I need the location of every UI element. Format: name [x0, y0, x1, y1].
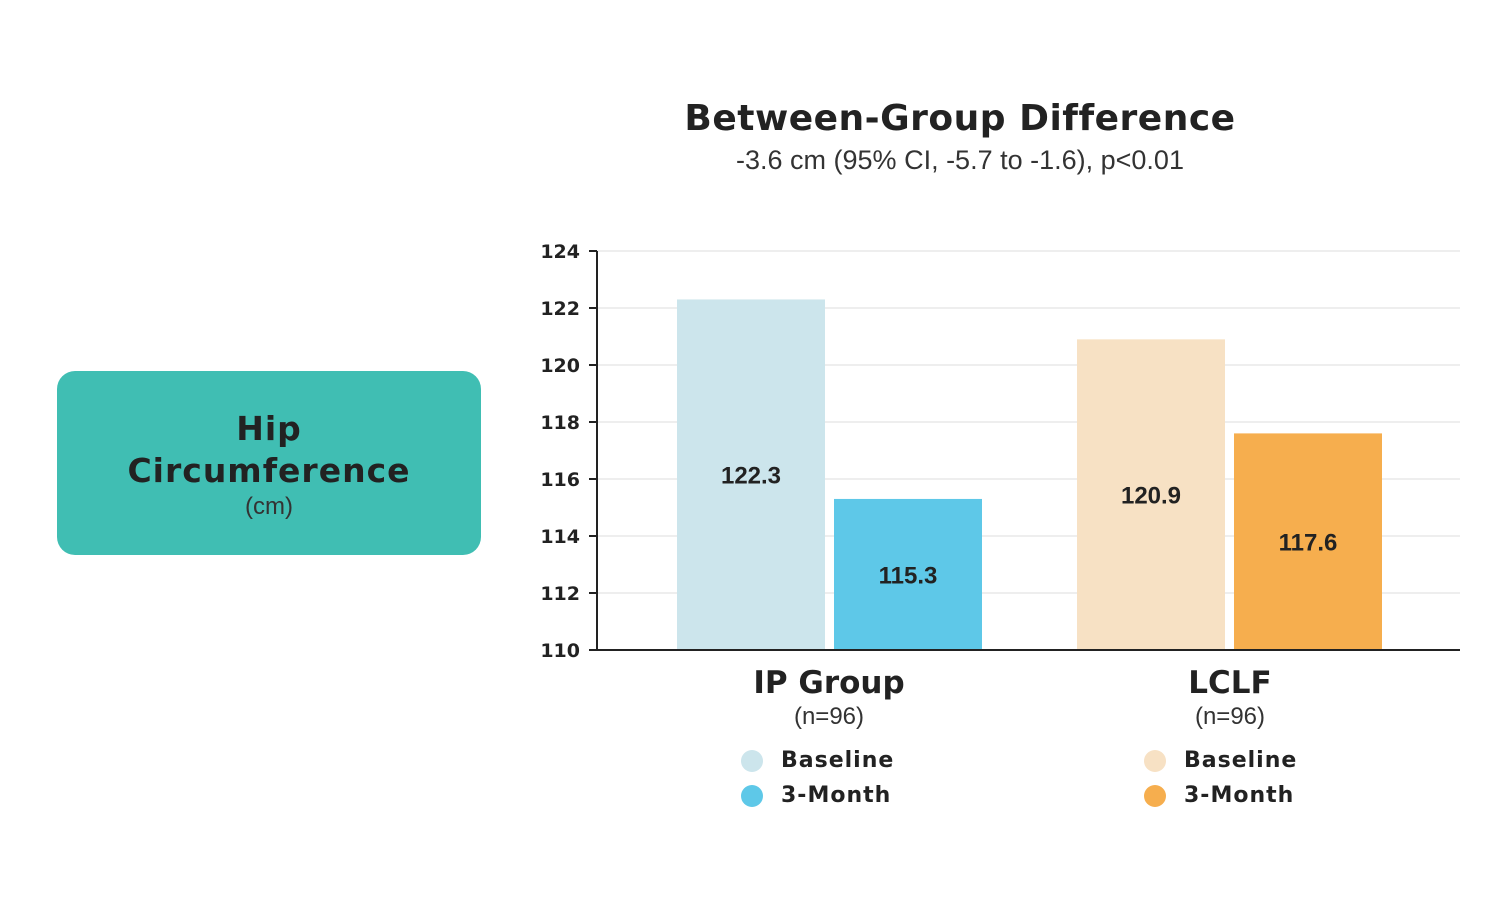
data-label: 122.3: [721, 463, 781, 490]
legend-item-baseline: Baseline: [741, 743, 894, 778]
y-tick-label: 122: [540, 298, 580, 320]
y-tick-label: 118: [540, 412, 580, 434]
legend-swatch: [1144, 784, 1166, 807]
data-label: 120.9: [1121, 483, 1181, 510]
legend-label: Baseline: [1184, 748, 1298, 773]
metric-unit: (cm): [245, 493, 293, 520]
legend-item-3-month: 3-Month: [741, 778, 894, 813]
legend-label: 3-Month: [1184, 783, 1295, 808]
legend-ip-group: Baseline 3-Month: [741, 743, 894, 813]
data-label: 115.3: [879, 562, 938, 589]
legend-swatch: [741, 749, 763, 772]
legend-swatch: [1144, 749, 1166, 772]
category-label-lclf: LCLF: [1188, 665, 1272, 701]
bar-baseline-ip-group: [677, 299, 825, 650]
category-n-lclf: (n=96): [1194, 703, 1266, 730]
y-tick-label: 124: [540, 241, 580, 263]
bar-3-month-lclf: [1234, 433, 1382, 650]
y-tick-label: 114: [540, 526, 580, 548]
bar-baseline-lclf: [1077, 339, 1225, 650]
category-label-ip-group: IP Group: [753, 665, 905, 701]
legend-lclf: Baseline 3-Month: [1144, 743, 1297, 813]
metric-title-line2: Circumference: [127, 451, 411, 490]
y-tick-label: 120: [540, 355, 580, 377]
chart-subtitle: -3.6 cm (95% CI, -5.7 to -1.6), p<0.01: [736, 145, 1184, 175]
legend-item-baseline: Baseline: [1144, 743, 1297, 778]
data-label: 117.6: [1279, 530, 1338, 557]
legend-item-3-month: 3-Month: [1144, 778, 1297, 813]
metric-card: Hip Circumference (cm): [57, 371, 481, 555]
metric-title-line1: Hip: [236, 409, 302, 448]
legend-label: Baseline: [781, 748, 895, 773]
chart-title: Between-Group Difference: [684, 98, 1236, 139]
y-tick-label: 116: [540, 469, 580, 491]
y-tick-label: 110: [540, 640, 580, 662]
bar-3-month-ip-group: [834, 498, 982, 650]
legend-label: 3-Month: [781, 783, 892, 808]
category-n-ip-group: (n=96): [793, 703, 865, 730]
legend-swatch: [741, 784, 763, 807]
y-tick-label: 112: [540, 583, 580, 605]
